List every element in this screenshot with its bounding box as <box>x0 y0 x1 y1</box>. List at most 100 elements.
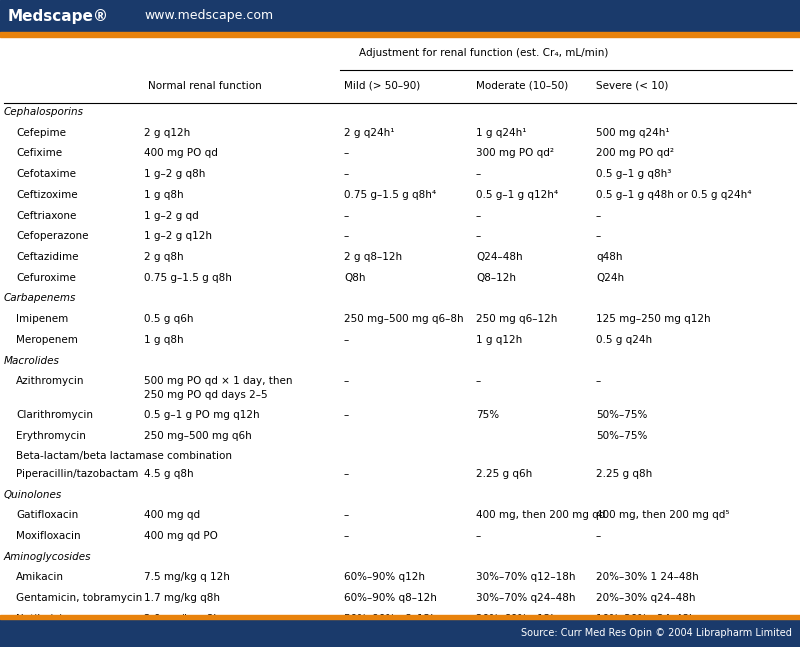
Text: 2 g q24h¹: 2 g q24h¹ <box>344 128 394 138</box>
Text: –: – <box>344 149 350 159</box>
Text: q48h: q48h <box>596 252 622 262</box>
Text: Mild (> 50–90): Mild (> 50–90) <box>344 81 420 91</box>
Text: Piperacillin/tazobactam: Piperacillin/tazobactam <box>16 469 138 479</box>
Text: 20%–30% q24–48h: 20%–30% q24–48h <box>596 593 695 603</box>
Text: Erythromycin: Erythromycin <box>16 431 86 441</box>
Text: Severe (< 10): Severe (< 10) <box>596 81 668 91</box>
Text: Gatifloxacin: Gatifloxacin <box>16 510 78 520</box>
Text: 50%–75%: 50%–75% <box>596 410 647 420</box>
Text: Aminoglycosides: Aminoglycosides <box>4 552 91 562</box>
Text: Adjustment for renal function (est. Cr₄, mL/min): Adjustment for renal function (est. Cr₄,… <box>359 49 609 58</box>
Text: Clarithromycin: Clarithromycin <box>16 410 93 420</box>
Text: –: – <box>344 335 350 345</box>
Text: 1 g q12h: 1 g q12h <box>476 335 522 345</box>
Text: 0.75 g–1.5 g q8h: 0.75 g–1.5 g q8h <box>144 273 232 283</box>
Text: 1 g q8h: 1 g q8h <box>144 190 184 200</box>
Text: 0.5 g q24h: 0.5 g q24h <box>596 335 652 345</box>
Text: –: – <box>476 531 482 541</box>
Text: www.medscape.com: www.medscape.com <box>144 10 273 23</box>
Text: –: – <box>476 232 482 241</box>
Text: 50%–90% q8–12h: 50%–90% q8–12h <box>344 614 437 624</box>
Text: 0.5 g–1 g PO mg q12h: 0.5 g–1 g PO mg q12h <box>144 410 260 420</box>
Text: Cefixime: Cefixime <box>16 149 62 159</box>
Text: 2.25 g q8h: 2.25 g q8h <box>596 469 652 479</box>
Text: Ceftriaxone: Ceftriaxone <box>16 211 76 221</box>
Text: Cefuroxime: Cefuroxime <box>16 273 76 283</box>
Text: –: – <box>476 170 482 179</box>
Text: Gentamicin, tobramycin: Gentamicin, tobramycin <box>16 593 142 603</box>
Text: Source: Curr Med Res Opin © 2004 Librapharm Limited: Source: Curr Med Res Opin © 2004 Libraph… <box>521 628 792 638</box>
Text: 60%–90% q12h: 60%–90% q12h <box>344 573 425 582</box>
Text: Cephalosporins: Cephalosporins <box>4 107 84 117</box>
Text: 20%–60% q12h: 20%–60% q12h <box>476 614 557 624</box>
Text: *Parenteral administration unless stated otherwise. See official prescribing inf: *Parenteral administration unless stated… <box>4 642 537 647</box>
Text: Ceftazidime: Ceftazidime <box>16 252 78 262</box>
Text: 2.0 mg/kg q8h: 2.0 mg/kg q8h <box>144 614 220 624</box>
Text: 2.25 g q6h: 2.25 g q6h <box>476 469 532 479</box>
Text: Q8–12h: Q8–12h <box>476 273 516 283</box>
Text: Carbapenems: Carbapenems <box>4 294 76 303</box>
Text: –: – <box>344 410 350 420</box>
Text: 1 g–2 g q12h: 1 g–2 g q12h <box>144 232 212 241</box>
Text: 0.5 g q6h: 0.5 g q6h <box>144 314 194 324</box>
Text: Netilmicin: Netilmicin <box>16 614 69 624</box>
Text: 50%–75%: 50%–75% <box>596 431 647 441</box>
Text: Cefoperazone: Cefoperazone <box>16 232 89 241</box>
Text: 20%–30% 1 24–48h: 20%–30% 1 24–48h <box>596 573 698 582</box>
Text: 400 mg qd PO: 400 mg qd PO <box>144 531 218 541</box>
Text: Moxifloxacin: Moxifloxacin <box>16 531 81 541</box>
Text: –: – <box>596 211 602 221</box>
Text: Q24–48h: Q24–48h <box>476 252 522 262</box>
Text: 500 mg q24h¹: 500 mg q24h¹ <box>596 128 670 138</box>
Text: 1 g–2 g qd: 1 g–2 g qd <box>144 211 198 221</box>
Text: –: – <box>596 232 602 241</box>
Text: –: – <box>344 531 350 541</box>
Text: 0.5 g–1 g q12h⁴: 0.5 g–1 g q12h⁴ <box>476 190 558 200</box>
Text: 4.5 g q8h: 4.5 g q8h <box>144 469 194 479</box>
Text: Medscape®: Medscape® <box>8 8 109 23</box>
Text: 1 g–2 g q8h: 1 g–2 g q8h <box>144 170 206 179</box>
Text: 0.75 g–1.5 g q8h⁴: 0.75 g–1.5 g q8h⁴ <box>344 190 436 200</box>
Text: 250 mg q6–12h: 250 mg q6–12h <box>476 314 558 324</box>
Text: 0.5 g–1 g q8h³: 0.5 g–1 g q8h³ <box>596 170 671 179</box>
Text: Cefotaxime: Cefotaxime <box>16 170 76 179</box>
Text: 300 mg PO qd²: 300 mg PO qd² <box>476 149 554 159</box>
Text: Normal renal function: Normal renal function <box>148 81 262 91</box>
Text: 1 g q24h¹: 1 g q24h¹ <box>476 128 526 138</box>
Text: 200 mg PO qd²: 200 mg PO qd² <box>596 149 674 159</box>
Text: Cefepime: Cefepime <box>16 128 66 138</box>
Text: Macrolides: Macrolides <box>4 356 60 366</box>
Text: –: – <box>344 170 350 179</box>
Text: Q24h: Q24h <box>596 273 624 283</box>
Text: 1 g q8h: 1 g q8h <box>144 335 184 345</box>
Text: 75%: 75% <box>476 410 499 420</box>
Text: 10%–20% q24–48h: 10%–20% q24–48h <box>596 614 695 624</box>
Text: 1.7 mg/kg q8h: 1.7 mg/kg q8h <box>144 593 220 603</box>
Text: –: – <box>344 211 350 221</box>
Text: Beta-lactam/beta lactamase combination: Beta-lactam/beta lactamase combination <box>16 452 232 461</box>
Text: 400 mg, then 200 mg qd⁵: 400 mg, then 200 mg qd⁵ <box>596 510 730 520</box>
Text: 2 g q12h: 2 g q12h <box>144 128 190 138</box>
Text: 400 mg qd: 400 mg qd <box>144 510 200 520</box>
Text: –: – <box>476 211 482 221</box>
Text: Moderate (10–50): Moderate (10–50) <box>476 81 568 91</box>
Text: 2 g q8–12h: 2 g q8–12h <box>344 252 402 262</box>
Text: –: – <box>596 531 602 541</box>
Text: Meropenem: Meropenem <box>16 335 78 345</box>
Text: 7.5 mg/kg q 12h: 7.5 mg/kg q 12h <box>144 573 230 582</box>
Text: 250 mg–500 mg q6–8h: 250 mg–500 mg q6–8h <box>344 314 464 324</box>
Text: 0.5 g–1 g q48h or 0.5 g q24h⁴: 0.5 g–1 g q48h or 0.5 g q24h⁴ <box>596 190 751 200</box>
Text: –: – <box>344 377 350 386</box>
Text: –: – <box>344 232 350 241</box>
Text: Quinolones: Quinolones <box>4 490 62 499</box>
Text: 30%–70% q24–48h: 30%–70% q24–48h <box>476 593 575 603</box>
Text: 125 mg–250 mg q12h: 125 mg–250 mg q12h <box>596 314 710 324</box>
Text: –: – <box>344 510 350 520</box>
Text: 30%–70% q12–18h: 30%–70% q12–18h <box>476 573 575 582</box>
Text: –: – <box>476 377 482 386</box>
Text: –: – <box>344 469 350 479</box>
Text: Imipenem: Imipenem <box>16 314 68 324</box>
Text: 400 mg PO qd: 400 mg PO qd <box>144 149 218 159</box>
Text: –: – <box>596 377 602 386</box>
Text: Ceftizoxime: Ceftizoxime <box>16 190 78 200</box>
